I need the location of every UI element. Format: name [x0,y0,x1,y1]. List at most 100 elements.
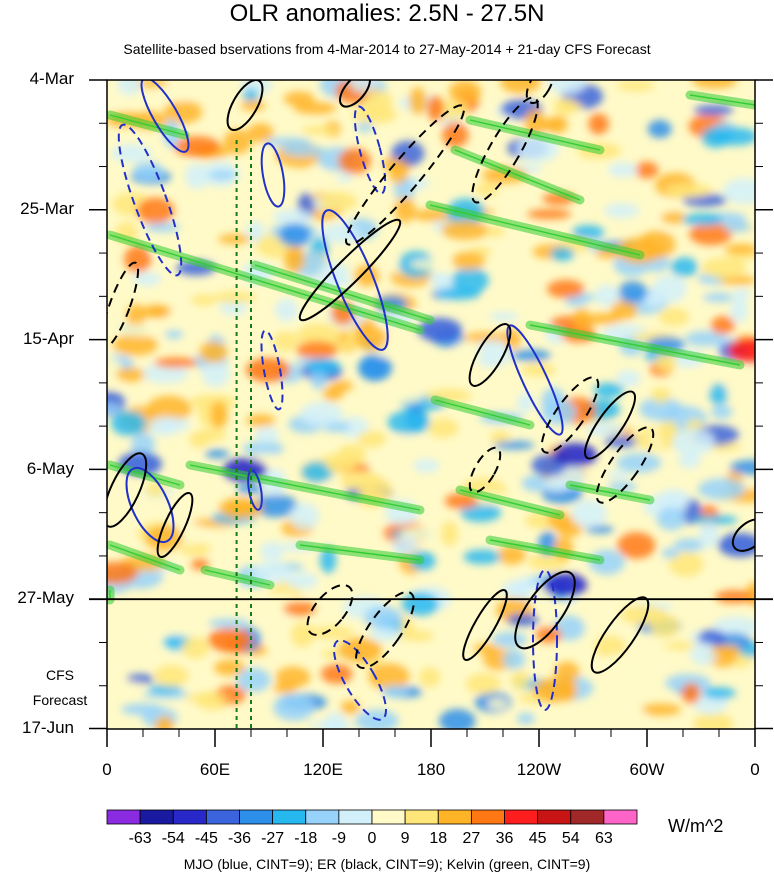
er-contour [595,426,655,504]
y-tick-label: 15-Apr [22,329,74,348]
olr-anomaly-patch [253,494,299,518]
kelvin-contour [109,544,181,571]
olr-anomaly-patch [240,100,266,111]
olr-anomaly-patch [661,548,680,559]
olr-anomaly-patch [327,422,351,433]
er-contour [540,376,600,454]
olr-anomaly-patch [306,358,341,375]
olr-anomaly-patch [427,95,445,122]
olr-anomaly-patch [181,636,210,659]
olr-anomaly-patch [507,613,539,626]
er-contour [471,96,539,204]
er-contour [107,452,148,528]
olr-anomaly-patch [394,196,416,223]
kelvin-contour [109,114,186,136]
colorbar-level-label: -63 [129,830,152,847]
olr-anomaly-patch [409,87,427,115]
olr-anomaly-patch [339,416,369,438]
olr-anomaly-patch [492,631,528,648]
er-contour [731,518,755,552]
olr-anomaly-patch [355,325,387,351]
olr-anomaly-patch [702,292,734,303]
olr-anomaly-patch [247,122,274,143]
kelvin-contour [454,149,581,201]
olr-anomaly-patch [363,89,393,117]
olr-anomaly-patch [702,687,736,700]
olr-anomaly-patch [715,590,754,604]
x-tick-label: 0 [750,760,760,779]
olr-anomaly-patch [161,619,206,637]
olr-anomaly-patch [290,622,315,648]
olr-anomaly-patch [711,404,733,420]
olr-anomaly-patch [242,88,259,102]
olr-anomaly-patch [273,693,315,722]
x-tick-label: 120W [516,760,562,779]
er-contour [339,80,371,108]
olr-anomaly-patch [655,351,677,373]
er-contour [306,584,354,636]
olr-anomaly-patch [493,441,535,450]
olr-anomaly-patch [158,417,190,432]
olr-anomaly-patch [183,693,230,703]
olr-anomaly-patch [619,605,668,626]
olr-anomaly-patch [283,247,305,273]
mjo-contour [321,209,389,351]
olr-anomaly-patch [465,673,501,695]
chart-subtitle: Satellite-based bservations from 4-Mar-2… [123,41,651,57]
olr-anomaly-patch [510,670,530,690]
chart-title: OLR anomalies: 2.5N - 27.5N [229,0,545,27]
olr-anomaly-patch [593,382,625,398]
olr-anomaly-patch [594,635,626,658]
kelvin-contour [489,539,601,561]
olr-anomaly-patch [440,521,459,547]
olr-anomaly-patch [191,294,216,306]
olr-anomaly-patch [289,502,320,530]
colorbar-level-label: 27 [462,830,480,847]
olr-anomaly-patch [281,144,326,157]
olr-anomaly-patch [427,418,459,438]
colorbar-swatch [305,809,340,825]
colorbar-level-label: -9 [332,830,346,847]
olr-anomaly-patch [731,288,751,300]
er-contour [345,104,465,246]
mjo-contour [333,639,387,721]
colorbar-swatch [570,809,605,825]
olr-anomaly-patch [126,674,155,685]
olr-anomaly-patch [710,315,735,335]
olr-anomaly-patch [142,690,190,699]
olr-anomaly-patch [319,192,358,212]
olr-anomaly-patch [107,681,146,694]
olr-anomaly-patch [711,127,755,146]
kelvin-contour [459,489,561,516]
olr-anomaly-patch [401,592,439,616]
er-contour [468,446,502,494]
er-contour [156,491,194,559]
forecast-label-line1: CFS [46,667,74,683]
colorbar-swatch [603,809,638,825]
olr-anomaly-patch [546,279,585,299]
kelvin-contour [569,484,651,501]
er-contour [355,591,415,669]
olr-anomaly-patch [388,158,409,185]
olr-anomaly-patch [668,551,704,577]
olr-anomaly-patch [693,104,734,116]
olr-anomaly-patch [616,80,655,92]
olr-anomaly-patch [117,80,141,96]
olr-anomaly-patch [571,499,607,528]
olr-anomaly-patch [709,383,728,405]
x-tick-label: 180 [416,760,446,779]
olr-anomaly-patch [275,666,311,688]
olr-anomaly-patch [448,80,482,104]
olr-anomaly-patch [673,538,705,552]
olr-anomaly-patch [296,322,341,347]
olr-anomaly-patch [489,312,519,322]
olr-anomaly-patch [349,80,377,93]
olr-anomaly-patch [155,715,174,729]
kelvin-contour [204,569,271,586]
olr-anomaly-patch [236,667,271,692]
olr-anomaly-patch [573,308,591,331]
olr-anomaly-patch [419,667,441,688]
olr-anomaly-patch [603,436,640,448]
olr-anomaly-patch [516,712,535,725]
olr-anomaly-patch [486,226,505,238]
